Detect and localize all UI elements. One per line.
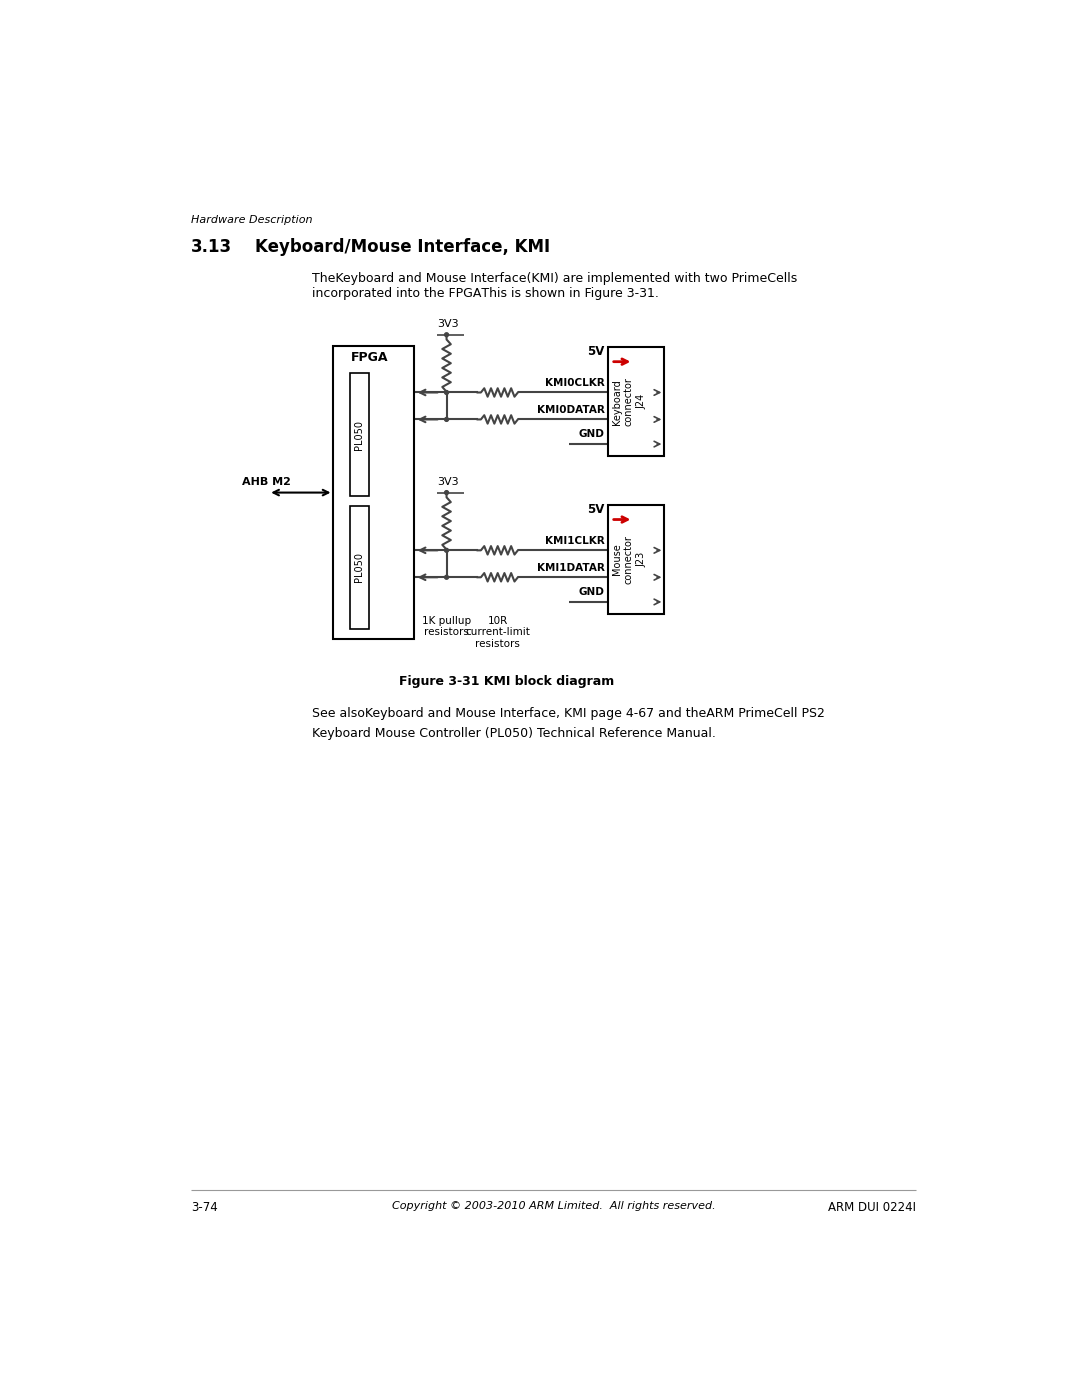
Text: PL050: PL050 [354, 420, 364, 450]
Bar [333, 346, 414, 638]
Text: Keyboard
connector
J24: Keyboard connector J24 [611, 377, 646, 426]
Text: Keyboard Mouse Controller (PL050) Technical Reference Manual.: Keyboard Mouse Controller (PL050) Techni… [312, 726, 716, 739]
Bar [608, 504, 663, 615]
Circle shape [445, 490, 448, 495]
Text: ARM DUI 0224I: ARM DUI 0224I [828, 1201, 916, 1214]
Text: See also​Keyboard and Mouse Interface, KMI​ page 4-67 and the​ARM PrimeCell PS2: See also​Keyboard and Mouse Interface, K… [312, 707, 824, 721]
Text: 3V3: 3V3 [437, 320, 459, 330]
Text: 3V3: 3V3 [437, 478, 459, 488]
Text: KMI0CLKR: KMI0CLKR [545, 377, 605, 388]
Circle shape [445, 332, 448, 337]
Circle shape [445, 549, 448, 552]
Text: 10R
current-limit
resistors: 10R current-limit resistors [465, 616, 530, 650]
Circle shape [445, 418, 448, 422]
Text: KMI1DATAR: KMI1DATAR [537, 563, 605, 573]
Circle shape [445, 391, 448, 394]
Text: 5V: 5V [588, 503, 605, 515]
Text: Mouse
connector
J23: Mouse connector J23 [611, 535, 646, 584]
Text: Hardware Description: Hardware Description [191, 215, 312, 225]
Text: 3.13: 3.13 [191, 239, 232, 257]
Circle shape [445, 576, 448, 580]
Bar [350, 373, 369, 496]
Text: Copyright © 2003-2010 ARM Limited.  All rights reserved.: Copyright © 2003-2010 ARM Limited. All r… [392, 1201, 715, 1211]
Bar [350, 506, 369, 629]
Text: 5V: 5V [588, 345, 605, 358]
Text: GND: GND [579, 587, 605, 598]
Text: 3-74: 3-74 [191, 1201, 217, 1214]
Text: KMI0DATAR: KMI0DATAR [537, 405, 605, 415]
Text: AHB M2: AHB M2 [242, 478, 292, 488]
Text: 1K pullup
resistors: 1K pullup resistors [422, 616, 471, 637]
Text: FPGA: FPGA [351, 351, 388, 363]
Text: PL050: PL050 [354, 552, 364, 583]
Text: Keyboard/Mouse Interface, KMI: Keyboard/Mouse Interface, KMI [255, 239, 550, 257]
Text: The​Keyboard and Mouse Interface​(KMI) are implemented with two PrimeCells: The​Keyboard and Mouse Interface​(KMI) a… [312, 271, 797, 285]
Text: Figure 3-31 KMI block diagram: Figure 3-31 KMI block diagram [400, 675, 615, 689]
Bar [608, 346, 663, 457]
Text: GND: GND [579, 429, 605, 440]
Text: KMI1CLKR: KMI1CLKR [545, 535, 605, 546]
Text: incorporated into the FPGA​This is shown in Figure 3-31.: incorporated into the FPGA​This is shown… [312, 286, 659, 300]
